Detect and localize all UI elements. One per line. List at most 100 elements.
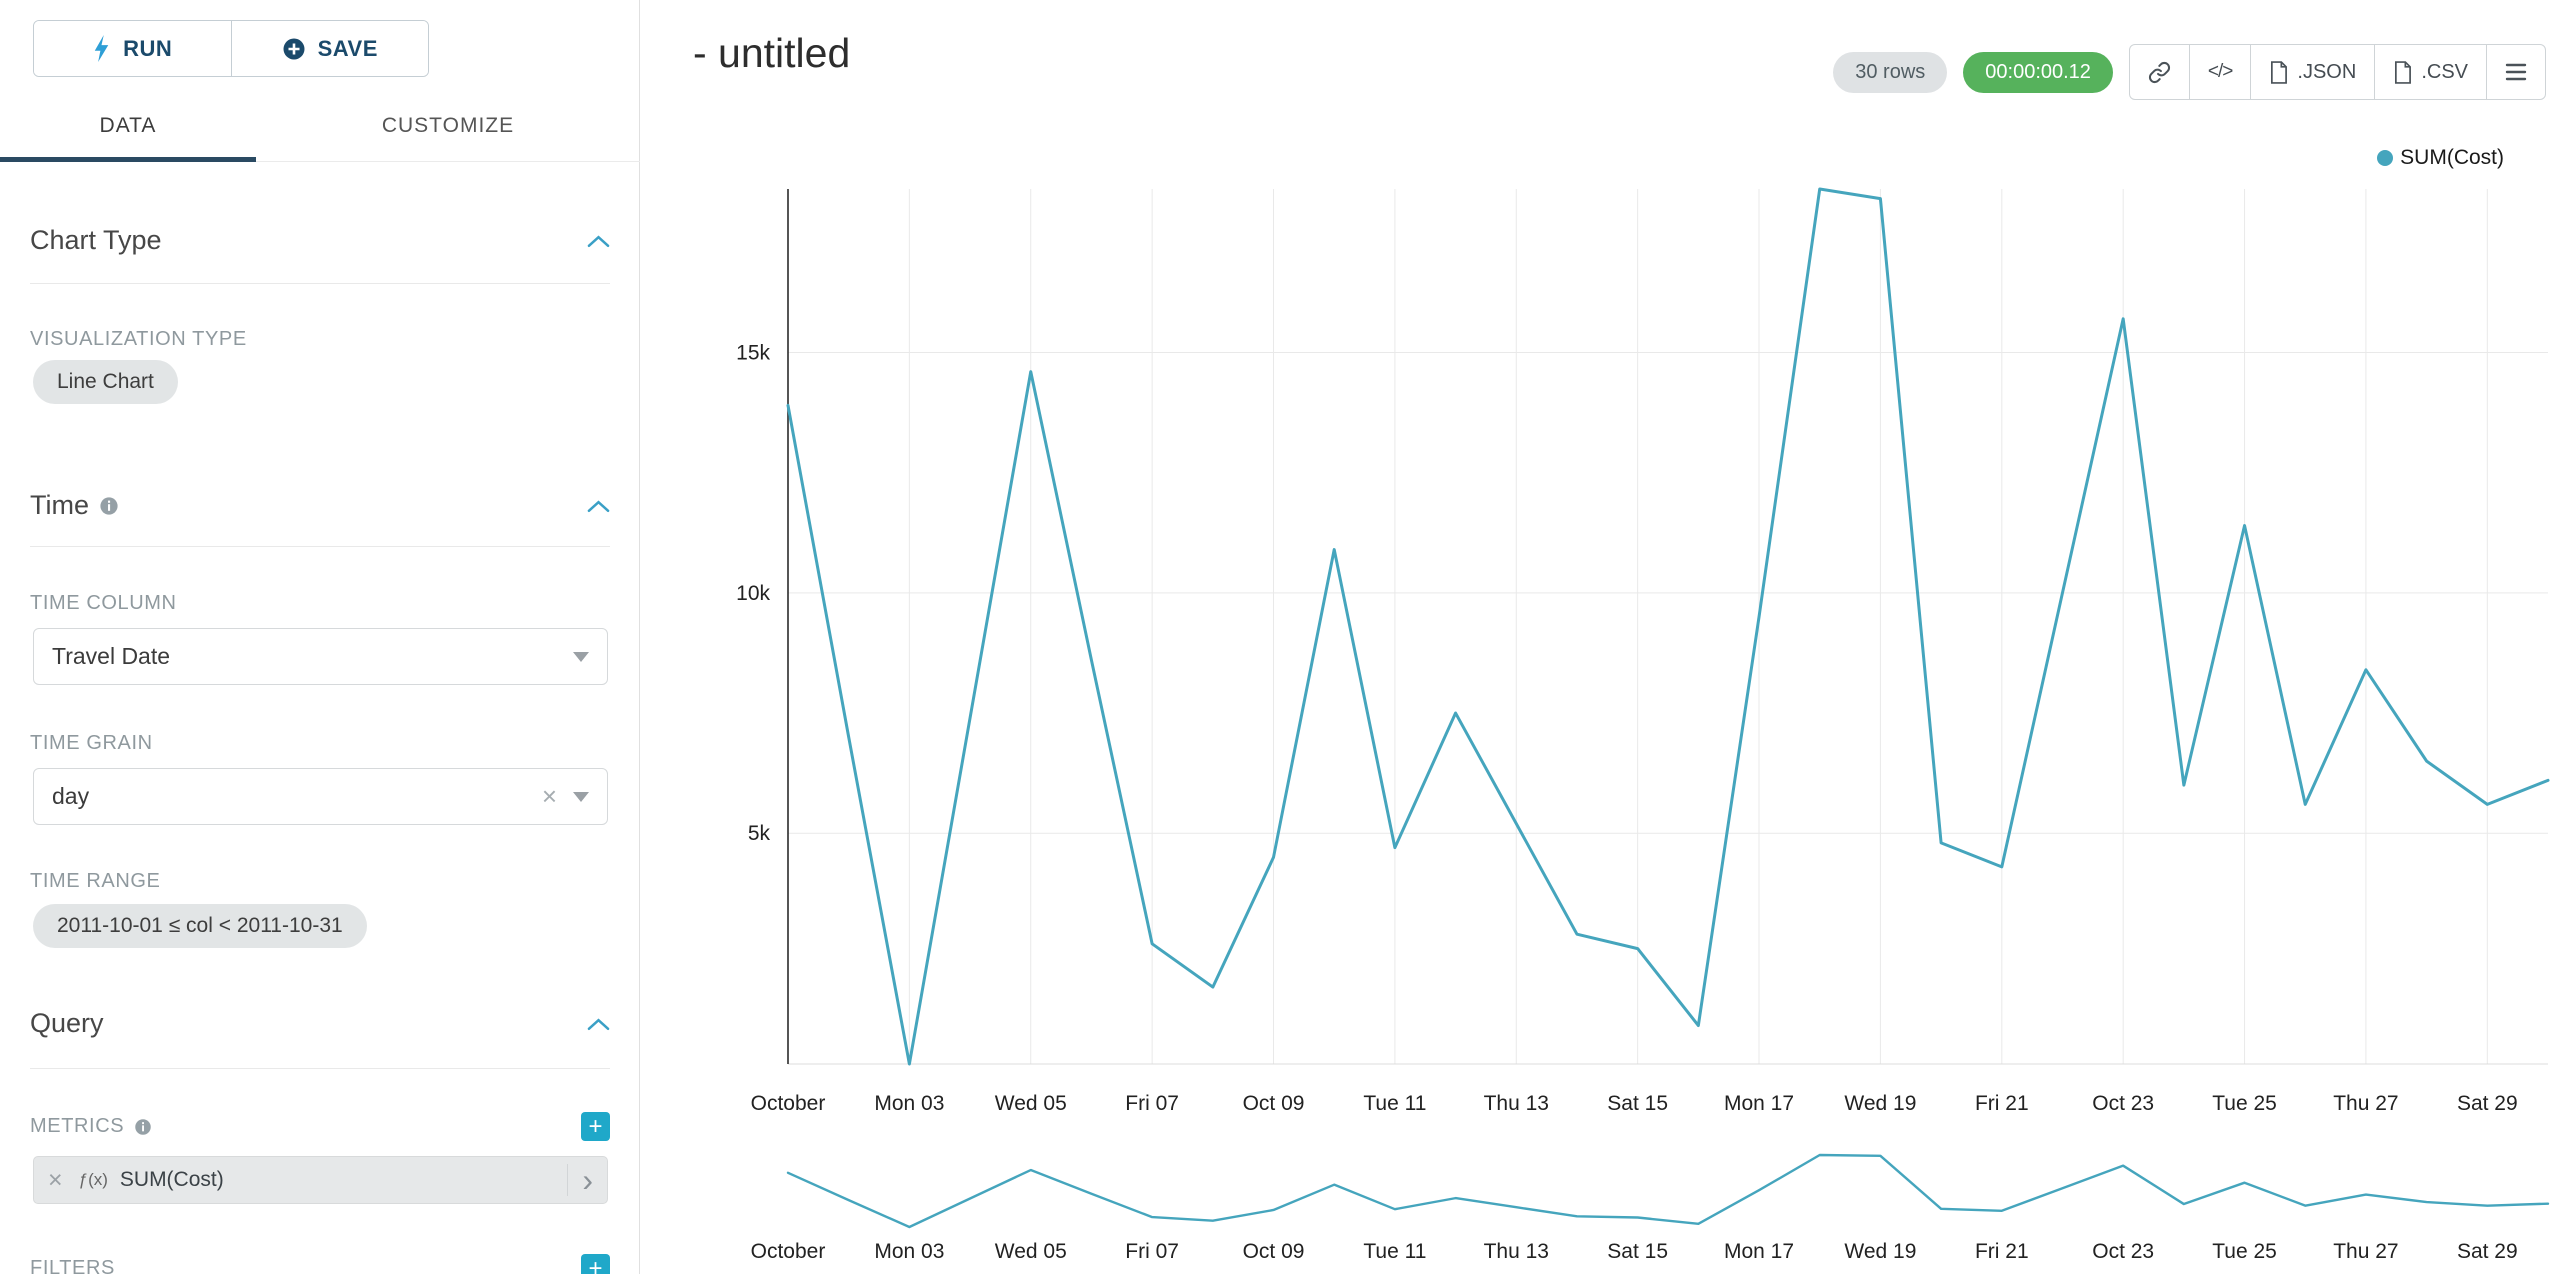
line-chart-with-brush-minichart[interactable]: October October Mon 03 Mon 03 Wed 05 Wed 05 Fr… — [641, 0, 2576, 1274]
svg-text:Sat 29: Sat 29 — [2457, 1092, 2518, 1115]
svg-text:Fri 21: Fri 21 — [1975, 1240, 2029, 1263]
hamburger-icon — [2505, 63, 2527, 81]
time-column-label: TIME COLUMN — [30, 592, 177, 614]
menu-button[interactable] — [2486, 44, 2546, 100]
visualization-type-label: VISUALIZATION TYPE — [30, 328, 247, 350]
save-button[interactable]: SAVE — [230, 21, 428, 76]
function-badge: ƒ(x) — [78, 1170, 108, 1189]
svg-text:Tue 11: Tue 11 — [1363, 1092, 1426, 1115]
time-grain-label: TIME GRAIN — [30, 732, 153, 754]
chart-title[interactable]: - untitled — [693, 30, 851, 76]
caret-down-icon — [573, 651, 589, 662]
chevron-up-icon[interactable] — [587, 499, 610, 513]
row-count-badge: 30 rows — [1833, 51, 1948, 93]
divider — [30, 283, 610, 284]
link-icon — [2148, 61, 2171, 84]
svg-text:Mon 03: Mon 03 — [874, 1092, 944, 1115]
svg-text:Tue 25: Tue 25 — [2212, 1092, 2277, 1115]
run-button-label: RUN — [123, 35, 173, 61]
add-filter-button[interactable]: + — [581, 1254, 610, 1274]
svg-text:Fri 21: Fri 21 — [1975, 1092, 2029, 1115]
time-grain-select[interactable]: day × — [33, 768, 608, 825]
query-section-title: Query — [30, 1008, 104, 1038]
export-csv-label: .CSV — [2421, 60, 2468, 83]
svg-text:Mon 17: Mon 17 — [1724, 1092, 1794, 1115]
chevron-up-icon[interactable] — [587, 1017, 610, 1031]
code-icon: </> — [2207, 61, 2234, 82]
share-link-button[interactable] — [2128, 44, 2190, 100]
remove-metric-icon[interactable]: × — [48, 1165, 63, 1194]
metric-item[interactable]: × ƒ(x) SUM(Cost) › — [33, 1156, 608, 1204]
export-json-button[interactable]: .JSON — [2250, 44, 2376, 100]
chevron-up-icon[interactable] — [587, 234, 610, 248]
chart-legend[interactable]: SUM(Cost) — [2377, 146, 2504, 170]
svg-text:Thu 13: Thu 13 — [1484, 1092, 1549, 1115]
add-metric-button[interactable]: + — [581, 1112, 610, 1141]
caret-down-icon — [573, 791, 589, 802]
svg-text:Wed 05: Wed 05 — [995, 1092, 1067, 1115]
metrics-label: METRICS — [30, 1115, 125, 1137]
svg-text:Thu 13: Thu 13 — [1484, 1240, 1549, 1263]
info-icon[interactable] — [99, 496, 119, 516]
embed-code-button[interactable]: </> — [2188, 44, 2252, 100]
time-column-value: Travel Date — [52, 643, 171, 669]
visualization-type-label-row: VISUALIZATION TYPE — [30, 328, 610, 351]
time-section-header: Time — [30, 490, 610, 521]
svg-text:15k: 15k — [736, 341, 770, 364]
metric-name: SUM(Cost) — [119, 1168, 224, 1191]
panel-tabs: DATA CUSTOMIZE — [0, 90, 640, 162]
divider — [30, 1068, 610, 1069]
query-duration-badge: 00:00:00.12 — [1963, 51, 2113, 93]
svg-text:Oct 09: Oct 09 — [1243, 1092, 1305, 1115]
time-grain-value: day — [52, 783, 90, 809]
chevron-right-icon[interactable]: › — [567, 1164, 593, 1196]
control-panel: RUN SAVE DATA CUSTOMIZE Chart Type VISUA… — [0, 0, 640, 1274]
legend-dot — [2377, 150, 2394, 166]
svg-text:Oct 23: Oct 23 — [2092, 1092, 2154, 1115]
svg-text:October: October — [751, 1092, 826, 1115]
tab-data[interactable]: DATA — [0, 90, 256, 162]
clear-icon[interactable]: × — [541, 781, 557, 811]
run-save-button-group: RUN SAVE — [33, 20, 429, 77]
svg-text:Thu 27: Thu 27 — [2333, 1092, 2398, 1115]
save-button-label: SAVE — [317, 35, 378, 61]
run-button[interactable]: RUN — [34, 21, 231, 76]
svg-text:Sat 15: Sat 15 — [1607, 1240, 1668, 1263]
plus-circle-icon — [282, 37, 306, 61]
svg-text:Thu 27: Thu 27 — [2333, 1240, 2398, 1263]
divider — [30, 546, 610, 547]
chart-type-section-header: Chart Type — [30, 225, 610, 256]
svg-text:Wed 05: Wed 05 — [995, 1240, 1067, 1263]
svg-text:Fri 07: Fri 07 — [1125, 1240, 1179, 1263]
export-json-label: .JSON — [2297, 60, 2357, 83]
svg-text:Oct 23: Oct 23 — [2092, 1240, 2154, 1263]
export-button-group: </> .JSON .CSV — [2128, 44, 2546, 100]
tab-customize[interactable]: CUSTOMIZE — [381, 113, 515, 137]
time-range-label: TIME RANGE — [30, 870, 161, 892]
svg-text:Oct 09: Oct 09 — [1243, 1240, 1305, 1263]
info-icon[interactable] — [134, 1118, 152, 1136]
svg-text:Mon 17: Mon 17 — [1724, 1240, 1794, 1263]
bolt-icon — [92, 35, 111, 62]
time-grain-label-row: TIME GRAIN — [30, 732, 610, 755]
visualization-type-value[interactable]: Line Chart — [33, 360, 178, 404]
svg-text:Fri 07: Fri 07 — [1125, 1092, 1179, 1115]
svg-text:Mon 03: Mon 03 — [874, 1240, 944, 1263]
svg-text:Tue 11: Tue 11 — [1363, 1240, 1426, 1263]
svg-text:Wed 19: Wed 19 — [1844, 1092, 1916, 1115]
time-column-select[interactable]: Travel Date — [33, 628, 608, 685]
file-icon — [2269, 60, 2288, 84]
time-range-label-row: TIME RANGE — [30, 870, 610, 893]
chart-header-actions: 30 rows 00:00:00.12 </> — [1833, 44, 2546, 100]
svg-text:10k: 10k — [736, 582, 770, 605]
time-range-value[interactable]: 2011-10-01 ≤ col < 2011-10-31 — [33, 904, 367, 948]
filters-label-row: FILTERS + — [30, 1254, 610, 1274]
svg-text:Tue 25: Tue 25 — [2212, 1240, 2277, 1263]
file-icon — [2393, 60, 2412, 84]
svg-text:Sat 29: Sat 29 — [2457, 1240, 2518, 1263]
filters-label: FILTERS — [30, 1257, 115, 1274]
export-csv-button[interactable]: .CSV — [2374, 44, 2487, 100]
chart-type-section-title: Chart Type — [30, 225, 162, 255]
chart-panel: - untitled 30 rows 00:00:00.12 </> — [641, 0, 2576, 1274]
